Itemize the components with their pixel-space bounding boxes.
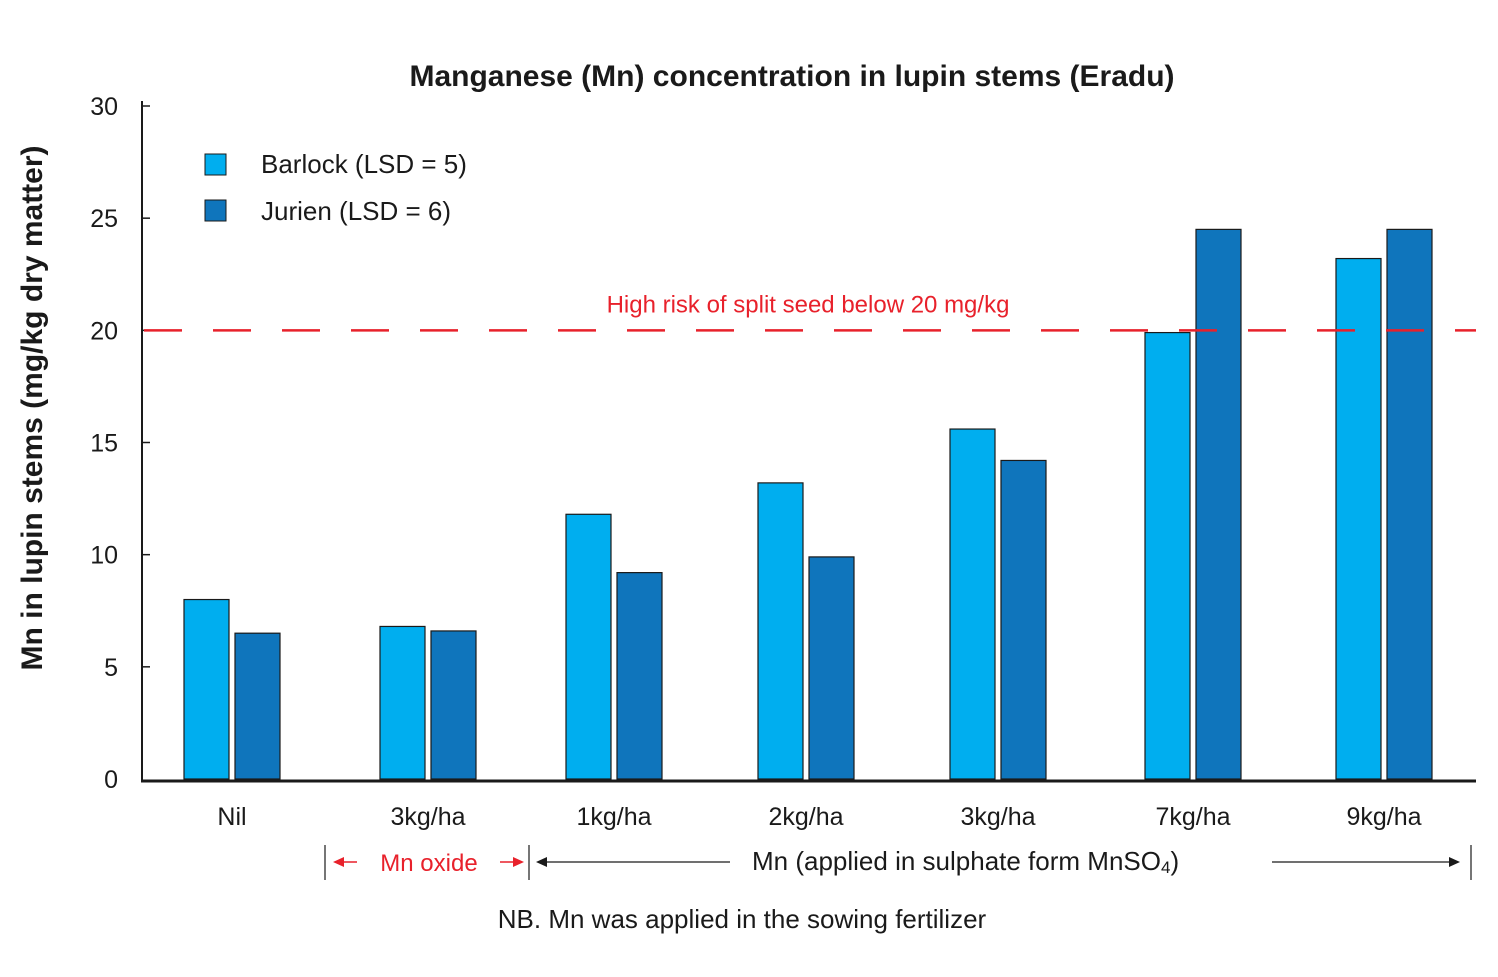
- y-tick-label-0: 0: [104, 766, 118, 794]
- reference-line-label: High risk of split seed below 20 mg/kg: [607, 291, 1010, 318]
- bar-barlock-6: [1335, 257, 1382, 780]
- oxide-left-arrow: [333, 857, 357, 867]
- legend-swatch-jurien: [204, 199, 227, 222]
- y-tick-label-30: 30: [90, 93, 118, 121]
- bar-barlock-5: [1144, 331, 1191, 780]
- legend: Barlock (LSD = 5) Jurien (LSD = 6): [204, 149, 467, 226]
- bar-barlock-1: [379, 625, 426, 780]
- bar-jurien-2: [616, 572, 663, 780]
- mn-oxide-label: Mn oxide: [380, 850, 477, 877]
- mn-oxide-annotation: Mn oxide: [324, 845, 530, 880]
- bar-barlock-0: [183, 598, 230, 780]
- bar-barlock-3: [757, 482, 804, 780]
- chart-title: Manganese (Mn) concentration in lupin st…: [409, 60, 1174, 93]
- bars-group: [183, 228, 1433, 780]
- reference-line-group: High risk of split seed below 20 mg/kg: [144, 291, 1476, 332]
- x-category-label-3: 2kg/ha: [768, 803, 843, 831]
- bar-barlock-4: [949, 428, 996, 780]
- x-category-label-4: 3kg/ha: [960, 803, 1035, 831]
- mn-sulphate-annotation: Mn (applied in sulphate form MnSO4): [536, 845, 1472, 880]
- y-ticks-group: 0 5 10 15 20 25 30: [90, 93, 150, 794]
- x-category-label-0: Nil: [217, 803, 246, 831]
- category-labels-group: Nil 3kg/ha 1kg/ha 2kg/ha 3kg/ha 7kg/ha 9kg/ha: [217, 803, 1421, 831]
- mn-sulphate-label: Mn (applied in sulphate form MnSO4): [752, 846, 1179, 877]
- x-category-label-5: 7kg/ha: [1155, 803, 1230, 831]
- bar-jurien-1: [430, 630, 477, 780]
- bar-barlock-2: [565, 513, 612, 780]
- x-category-label-6: 9kg/ha: [1346, 803, 1421, 831]
- x-category-label-2: 1kg/ha: [576, 803, 651, 831]
- y-tick-label-10: 10: [90, 542, 118, 570]
- y-tick-label-15: 15: [90, 430, 118, 458]
- y-tick-label-20: 20: [90, 317, 118, 345]
- y-tick-label-5: 5: [104, 654, 118, 682]
- legend-label-barlock: Barlock (LSD = 5): [261, 149, 467, 179]
- bar-jurien-4: [1000, 459, 1047, 780]
- oxide-right-arrow: [500, 857, 524, 867]
- y-tick-label-25: 25: [90, 205, 118, 233]
- sulphate-right-arrow: [1272, 857, 1460, 867]
- bar-jurien-5: [1195, 228, 1242, 780]
- bar-jurien-0: [234, 632, 281, 780]
- footnote: NB. Mn was applied in the sowing fertili…: [498, 904, 987, 934]
- sulphate-left-arrow: [536, 857, 730, 867]
- bar-jurien-3: [808, 556, 855, 780]
- legend-swatch-barlock: [204, 153, 227, 176]
- legend-label-jurien: Jurien (LSD = 6): [261, 196, 451, 226]
- bar-jurien-6: [1386, 228, 1433, 780]
- y-axis-label: Mn in lupin stems (mg/kg dry matter): [16, 145, 49, 670]
- x-category-label-1: 3kg/ha: [390, 803, 465, 831]
